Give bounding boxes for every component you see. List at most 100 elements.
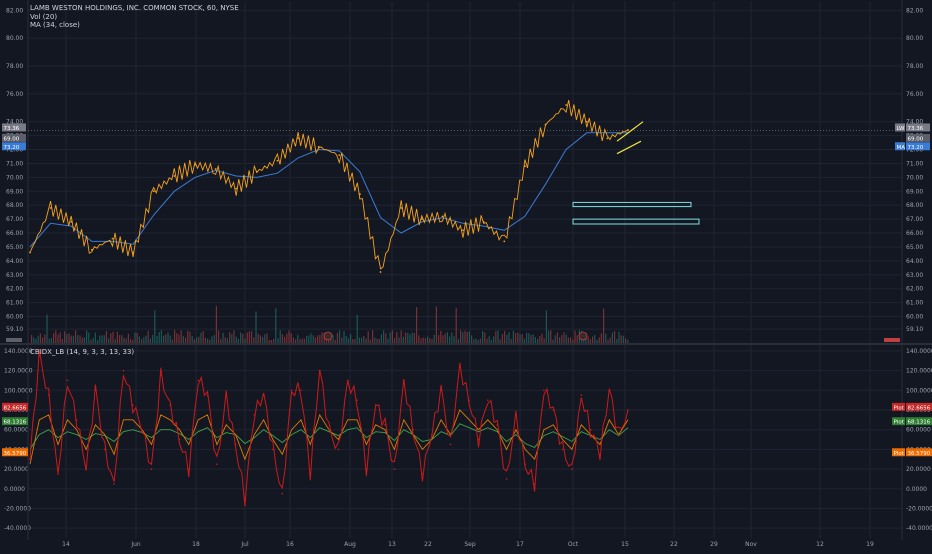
support-zone-box[interactable]	[572, 218, 700, 225]
y-tick-label-left: 67.00	[6, 216, 23, 223]
osc-point	[449, 443, 452, 446]
y-tick-label-left: 69.00	[6, 188, 23, 195]
earnings-marker-icon[interactable]	[323, 331, 333, 341]
volume-bar	[339, 330, 341, 343]
osc-point	[430, 433, 433, 436]
volume-bar	[493, 336, 495, 343]
volume-bar	[391, 330, 393, 343]
price-point	[276, 159, 279, 162]
y-tick-label-left: 78.00	[6, 63, 23, 70]
osc-point	[197, 379, 199, 382]
osc-point	[543, 389, 545, 392]
volume-bar	[171, 339, 173, 343]
volume-bar	[279, 330, 281, 343]
osc-point	[75, 419, 78, 421]
y-tick-label-left: 80.00	[6, 35, 23, 42]
volume-bar	[270, 339, 272, 343]
volume-bar	[374, 337, 376, 343]
volume-bar	[365, 338, 367, 343]
volume-bar	[484, 332, 486, 343]
volume-bar	[286, 333, 288, 343]
upper-trend-line[interactable]	[616, 121, 644, 142]
y-tick-label-left: 76.00	[6, 91, 23, 98]
left-secondary-label: 69.00	[4, 136, 20, 142]
volume-bar	[75, 330, 77, 343]
volume-bar	[149, 338, 151, 343]
osc-point	[552, 409, 555, 411]
volume-bar	[262, 336, 264, 343]
volume-bar	[86, 330, 88, 343]
osc-point	[384, 423, 386, 426]
volume-bar	[114, 339, 116, 343]
osc-point	[300, 389, 302, 392]
osc-tick-label-right: -20.0000	[906, 505, 932, 512]
volume-bar	[132, 339, 134, 343]
volume-bar	[295, 339, 297, 343]
volume-bar	[253, 337, 255, 343]
osc-point	[272, 448, 274, 451]
ma-line	[29, 132, 628, 248]
price-point	[606, 137, 609, 140]
volume-bar	[112, 331, 114, 343]
osc-point	[421, 473, 424, 475]
volume-bar	[143, 336, 145, 343]
volume-bar	[453, 336, 455, 343]
volume-bar	[519, 334, 521, 343]
volume-bar	[101, 335, 103, 343]
volume-bar	[242, 333, 244, 343]
marker-tag	[884, 338, 900, 342]
volume-legend: Vol (20)	[30, 12, 58, 21]
volume-bar	[275, 308, 277, 343]
lower-trend-line[interactable]	[616, 140, 642, 155]
volume-bar	[387, 338, 389, 343]
volume-bar	[42, 337, 44, 343]
volume-bar	[158, 332, 160, 343]
volume-bar	[627, 339, 629, 343]
volume-bar	[284, 336, 286, 343]
volume-bar	[435, 306, 437, 343]
volume-bar	[303, 338, 305, 343]
volume-bar	[167, 332, 169, 343]
osc-point	[244, 497, 246, 500]
x-tick-label: 18	[192, 541, 200, 548]
volume-bar	[622, 335, 624, 343]
osc-left-label-3-bg	[2, 448, 28, 457]
volume-bar	[418, 335, 420, 343]
osc-slow-line	[29, 423, 629, 450]
volume-bar	[61, 339, 63, 343]
osc-tick-label-right: -40.0000	[906, 525, 932, 532]
volume-bar	[523, 338, 525, 343]
osc-right-label-2: 68.1316	[908, 420, 931, 426]
oscillator-legend: CBIDX_LB (14, 9, 3, 3, 13, 33)	[30, 348, 135, 356]
volume-bar	[99, 335, 101, 343]
x-tick-label: 22	[670, 541, 678, 548]
osc-right-tag-3-bg	[892, 448, 905, 457]
osc-point	[608, 389, 611, 392]
volume-bar	[464, 330, 466, 343]
volume-bar	[39, 333, 41, 343]
volume-bar	[380, 334, 382, 343]
price-point	[544, 123, 547, 126]
volume-bar	[141, 339, 143, 343]
volume-bar	[165, 334, 167, 343]
resistance-zone-box[interactable]	[572, 201, 692, 208]
earnings-marker-icon[interactable]	[578, 331, 588, 341]
osc-tick-label-left: -40.0000	[4, 525, 31, 532]
volume-bar	[222, 332, 224, 343]
y-tick-label-left: 64.00	[6, 258, 23, 265]
volume-bar	[413, 333, 415, 343]
volume-bar	[231, 334, 233, 343]
osc-right-label-2-bg	[906, 417, 932, 426]
volume-bar	[407, 332, 409, 343]
volume-bar	[358, 337, 360, 343]
osc-point	[141, 428, 143, 431]
osc-left-label-1-bg	[2, 402, 28, 411]
volume-bar	[123, 337, 125, 343]
osc-point	[47, 394, 50, 397]
volume-bar	[618, 331, 620, 343]
volume-bar	[616, 338, 618, 343]
volume-bar	[609, 337, 611, 343]
y-tick-label-right: 70.00	[906, 174, 923, 181]
